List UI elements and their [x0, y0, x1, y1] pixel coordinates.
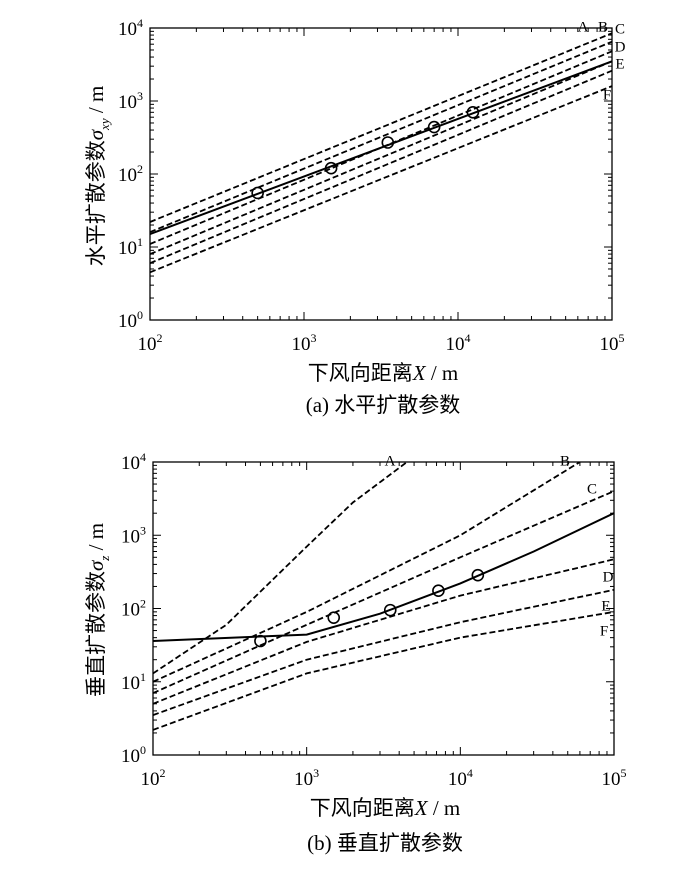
curve-c	[153, 490, 614, 694]
y-tick-label: 101	[121, 670, 146, 694]
curve-f	[153, 611, 614, 731]
x-tick-label: 102	[138, 331, 163, 355]
panel-b-observations	[254, 568, 485, 648]
curve-a	[153, 462, 408, 675]
curve-label-e: E	[615, 56, 624, 72]
curve-label-a: A	[385, 453, 396, 469]
y-tick-label: 100	[121, 743, 146, 767]
observation-point	[427, 120, 441, 134]
curve-label-c: C	[615, 21, 625, 37]
panel-b-x-axis-label: 下风向距离X / m	[310, 796, 461, 820]
curve-label-b: B	[598, 19, 608, 35]
observation-point	[327, 611, 341, 624]
y-tick-label: 100	[118, 308, 143, 332]
x-tick-label: 102	[141, 766, 166, 790]
observation-point	[254, 634, 267, 648]
x-tick-label: 105	[600, 331, 625, 355]
observation-point	[466, 106, 480, 119]
y-tick-label: 102	[118, 162, 143, 186]
y-tick-label: 104	[118, 16, 143, 40]
panel-a-curves	[150, 32, 612, 274]
panel-a-observations	[251, 106, 480, 200]
curve-b	[150, 40, 612, 233]
panel-a-x-axis-label: 下风向距离X / m	[308, 361, 459, 385]
x-tick-label: 105	[602, 766, 627, 790]
observation-point	[324, 161, 338, 175]
y-tick-label: 101	[118, 235, 143, 259]
curve-e	[153, 588, 614, 716]
curve-label-d: D	[603, 569, 614, 585]
y-tick-label: 103	[121, 523, 146, 547]
curve-label-c: C	[587, 481, 597, 497]
panel-b-curves	[153, 462, 614, 731]
curve-f	[150, 85, 612, 274]
curve-label-b: B	[560, 453, 570, 469]
curve-d	[150, 60, 612, 255]
observation-point	[251, 186, 264, 200]
curve-c	[150, 50, 612, 245]
panel-a-y-tick-labels: 100 101 102 103 104	[118, 16, 143, 332]
panel-a-caption: (a) 水平扩散参数	[306, 393, 461, 417]
fitted-curve	[150, 60, 612, 236]
curve-label-e: E	[601, 598, 610, 614]
panel-b-plot-frame	[152, 461, 615, 756]
curve-label-a: A	[578, 19, 589, 35]
observation-point	[381, 136, 395, 149]
y-tick-label: 103	[118, 89, 143, 113]
y-tick-label: 102	[121, 597, 146, 621]
curve-d	[153, 558, 614, 705]
curve-label-d: D	[615, 39, 626, 55]
panel-b-y-tick-labels: 100 101 102 103 104	[121, 450, 146, 767]
panel-a-x-tick-labels: 102 103 104 105	[138, 331, 625, 355]
observation-point	[432, 584, 445, 597]
curve-label-f: F	[603, 87, 611, 103]
y-tick-label: 104	[121, 450, 146, 474]
observation-point	[471, 568, 485, 582]
curve-e	[150, 69, 612, 265]
curve-b	[153, 462, 581, 683]
panel-b-x-tick-labels: 102 103 104 105	[141, 766, 627, 790]
curve-a	[150, 32, 612, 223]
panel-b-caption: (b) 垂直扩散参数	[307, 831, 463, 855]
panel-b-curve-labels: A B C DEF	[385, 453, 614, 639]
x-tick-label: 103	[294, 766, 319, 790]
panel-b: A B C DEF 102 103 104 105 100 101 102 103 104 下风向距…	[84, 450, 627, 855]
x-tick-label: 104	[446, 331, 471, 355]
observation-point	[383, 603, 397, 617]
curve-label-f: F	[600, 623, 608, 639]
panel-a-ticks	[150, 28, 612, 320]
panel-a-plot-frame	[149, 27, 613, 321]
fitted-curve	[153, 512, 614, 642]
x-tick-label: 104	[448, 766, 473, 790]
panel-b-ticks	[153, 462, 614, 755]
x-tick-label: 103	[292, 331, 317, 355]
panel-b-y-axis-label: 垂直扩散参数σz / m	[84, 523, 112, 697]
panel-a-y-axis-label: 水平扩散参数σxy / m	[84, 86, 112, 267]
